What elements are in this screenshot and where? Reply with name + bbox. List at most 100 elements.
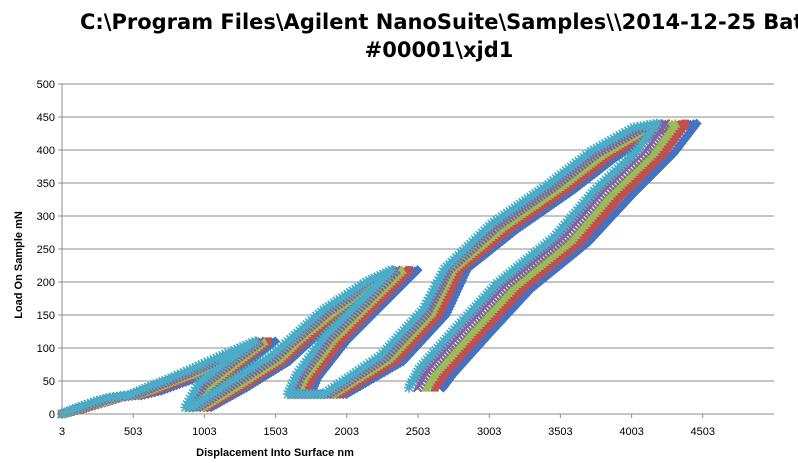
data-point — [405, 379, 416, 390]
x-tick-label: 3503 — [548, 426, 572, 438]
series-layer — [57, 118, 702, 419]
data-point — [412, 366, 423, 377]
x-tick-label: 4003 — [619, 426, 643, 438]
data-point — [62, 406, 73, 417]
data-point — [591, 143, 602, 154]
y-axis-title: Load On Sample mN — [13, 211, 25, 319]
data-point — [68, 404, 79, 415]
data-point — [187, 363, 198, 374]
data-point — [223, 347, 234, 358]
data-point — [611, 132, 622, 143]
data-point — [603, 136, 614, 147]
data-point — [190, 362, 201, 373]
data-point — [92, 395, 103, 406]
data-point — [367, 274, 378, 285]
x-axis-title: Displacement Into Surface nm — [196, 447, 354, 459]
data-point — [408, 374, 419, 385]
data-point — [424, 293, 435, 304]
data-point — [205, 355, 216, 366]
data-point — [175, 368, 186, 379]
data-point — [586, 146, 597, 157]
data-point — [101, 393, 112, 404]
data-point — [193, 380, 204, 391]
data-point — [59, 407, 70, 418]
data-point — [425, 290, 436, 301]
y-tick-label: 150 — [37, 310, 55, 322]
data-point — [73, 402, 84, 413]
chart-title-line-2: #00001\xjd1 — [364, 38, 514, 62]
data-point — [623, 125, 634, 136]
data-point — [179, 367, 190, 378]
data-point — [220, 349, 231, 360]
data-point — [129, 388, 140, 399]
data-point — [421, 382, 432, 392]
data-point — [409, 372, 420, 383]
data-point — [438, 266, 449, 277]
data-point — [149, 379, 160, 390]
y-tick-label: 0 — [49, 409, 55, 421]
data-point — [430, 281, 441, 292]
data-point — [185, 394, 196, 405]
data-point — [422, 295, 433, 306]
data-point — [65, 405, 76, 416]
data-point — [154, 377, 165, 388]
data-point — [372, 271, 383, 282]
y-tick-label: 450 — [37, 112, 55, 124]
data-point — [76, 401, 87, 412]
data-point — [617, 128, 628, 139]
data-point — [430, 383, 439, 392]
data-point — [614, 130, 625, 141]
data-point — [132, 386, 143, 397]
data-point — [189, 385, 200, 396]
data-point — [196, 359, 207, 370]
data-point — [433, 275, 444, 286]
data-point — [186, 391, 197, 402]
data-point — [151, 378, 162, 389]
chart-title-line-1: C:\Program Files\Agilent NanoSuite\Sampl… — [80, 10, 798, 34]
data-point — [70, 403, 81, 414]
data-point — [182, 366, 193, 377]
data-point — [82, 399, 93, 410]
data-point — [290, 372, 301, 383]
data-point — [194, 377, 205, 388]
data-point — [169, 371, 180, 382]
data-point — [428, 284, 439, 295]
data-point — [191, 382, 202, 393]
data-point — [589, 144, 600, 155]
x-tick-label: 3 — [59, 426, 65, 438]
data-point — [166, 372, 177, 383]
data-point — [140, 383, 151, 394]
data-point — [364, 275, 375, 286]
data-point — [86, 398, 97, 408]
data-point — [184, 364, 195, 375]
data-point — [609, 133, 620, 144]
data-point — [361, 277, 372, 287]
data-point — [146, 380, 157, 391]
data-point — [626, 124, 637, 135]
data-point — [406, 377, 417, 388]
data-point — [404, 382, 415, 393]
x-tick-label: 4503 — [691, 426, 715, 438]
x-tick-label: 1003 — [192, 426, 216, 438]
data-point — [419, 301, 430, 312]
data-point — [208, 354, 219, 365]
y-tick-label: 400 — [37, 145, 55, 157]
data-point — [427, 287, 438, 298]
data-point — [286, 380, 297, 391]
data-point — [79, 400, 90, 411]
data-point — [143, 382, 154, 393]
data-point — [214, 351, 225, 362]
data-point — [375, 270, 386, 281]
data-point — [211, 352, 222, 363]
data-point — [418, 304, 429, 315]
data-point — [411, 369, 422, 380]
series-5 — [57, 118, 662, 419]
data-point — [435, 272, 446, 283]
data-point — [95, 394, 106, 405]
y-tick-label: 200 — [37, 277, 55, 289]
data-point — [436, 269, 447, 280]
data-point — [202, 356, 213, 367]
